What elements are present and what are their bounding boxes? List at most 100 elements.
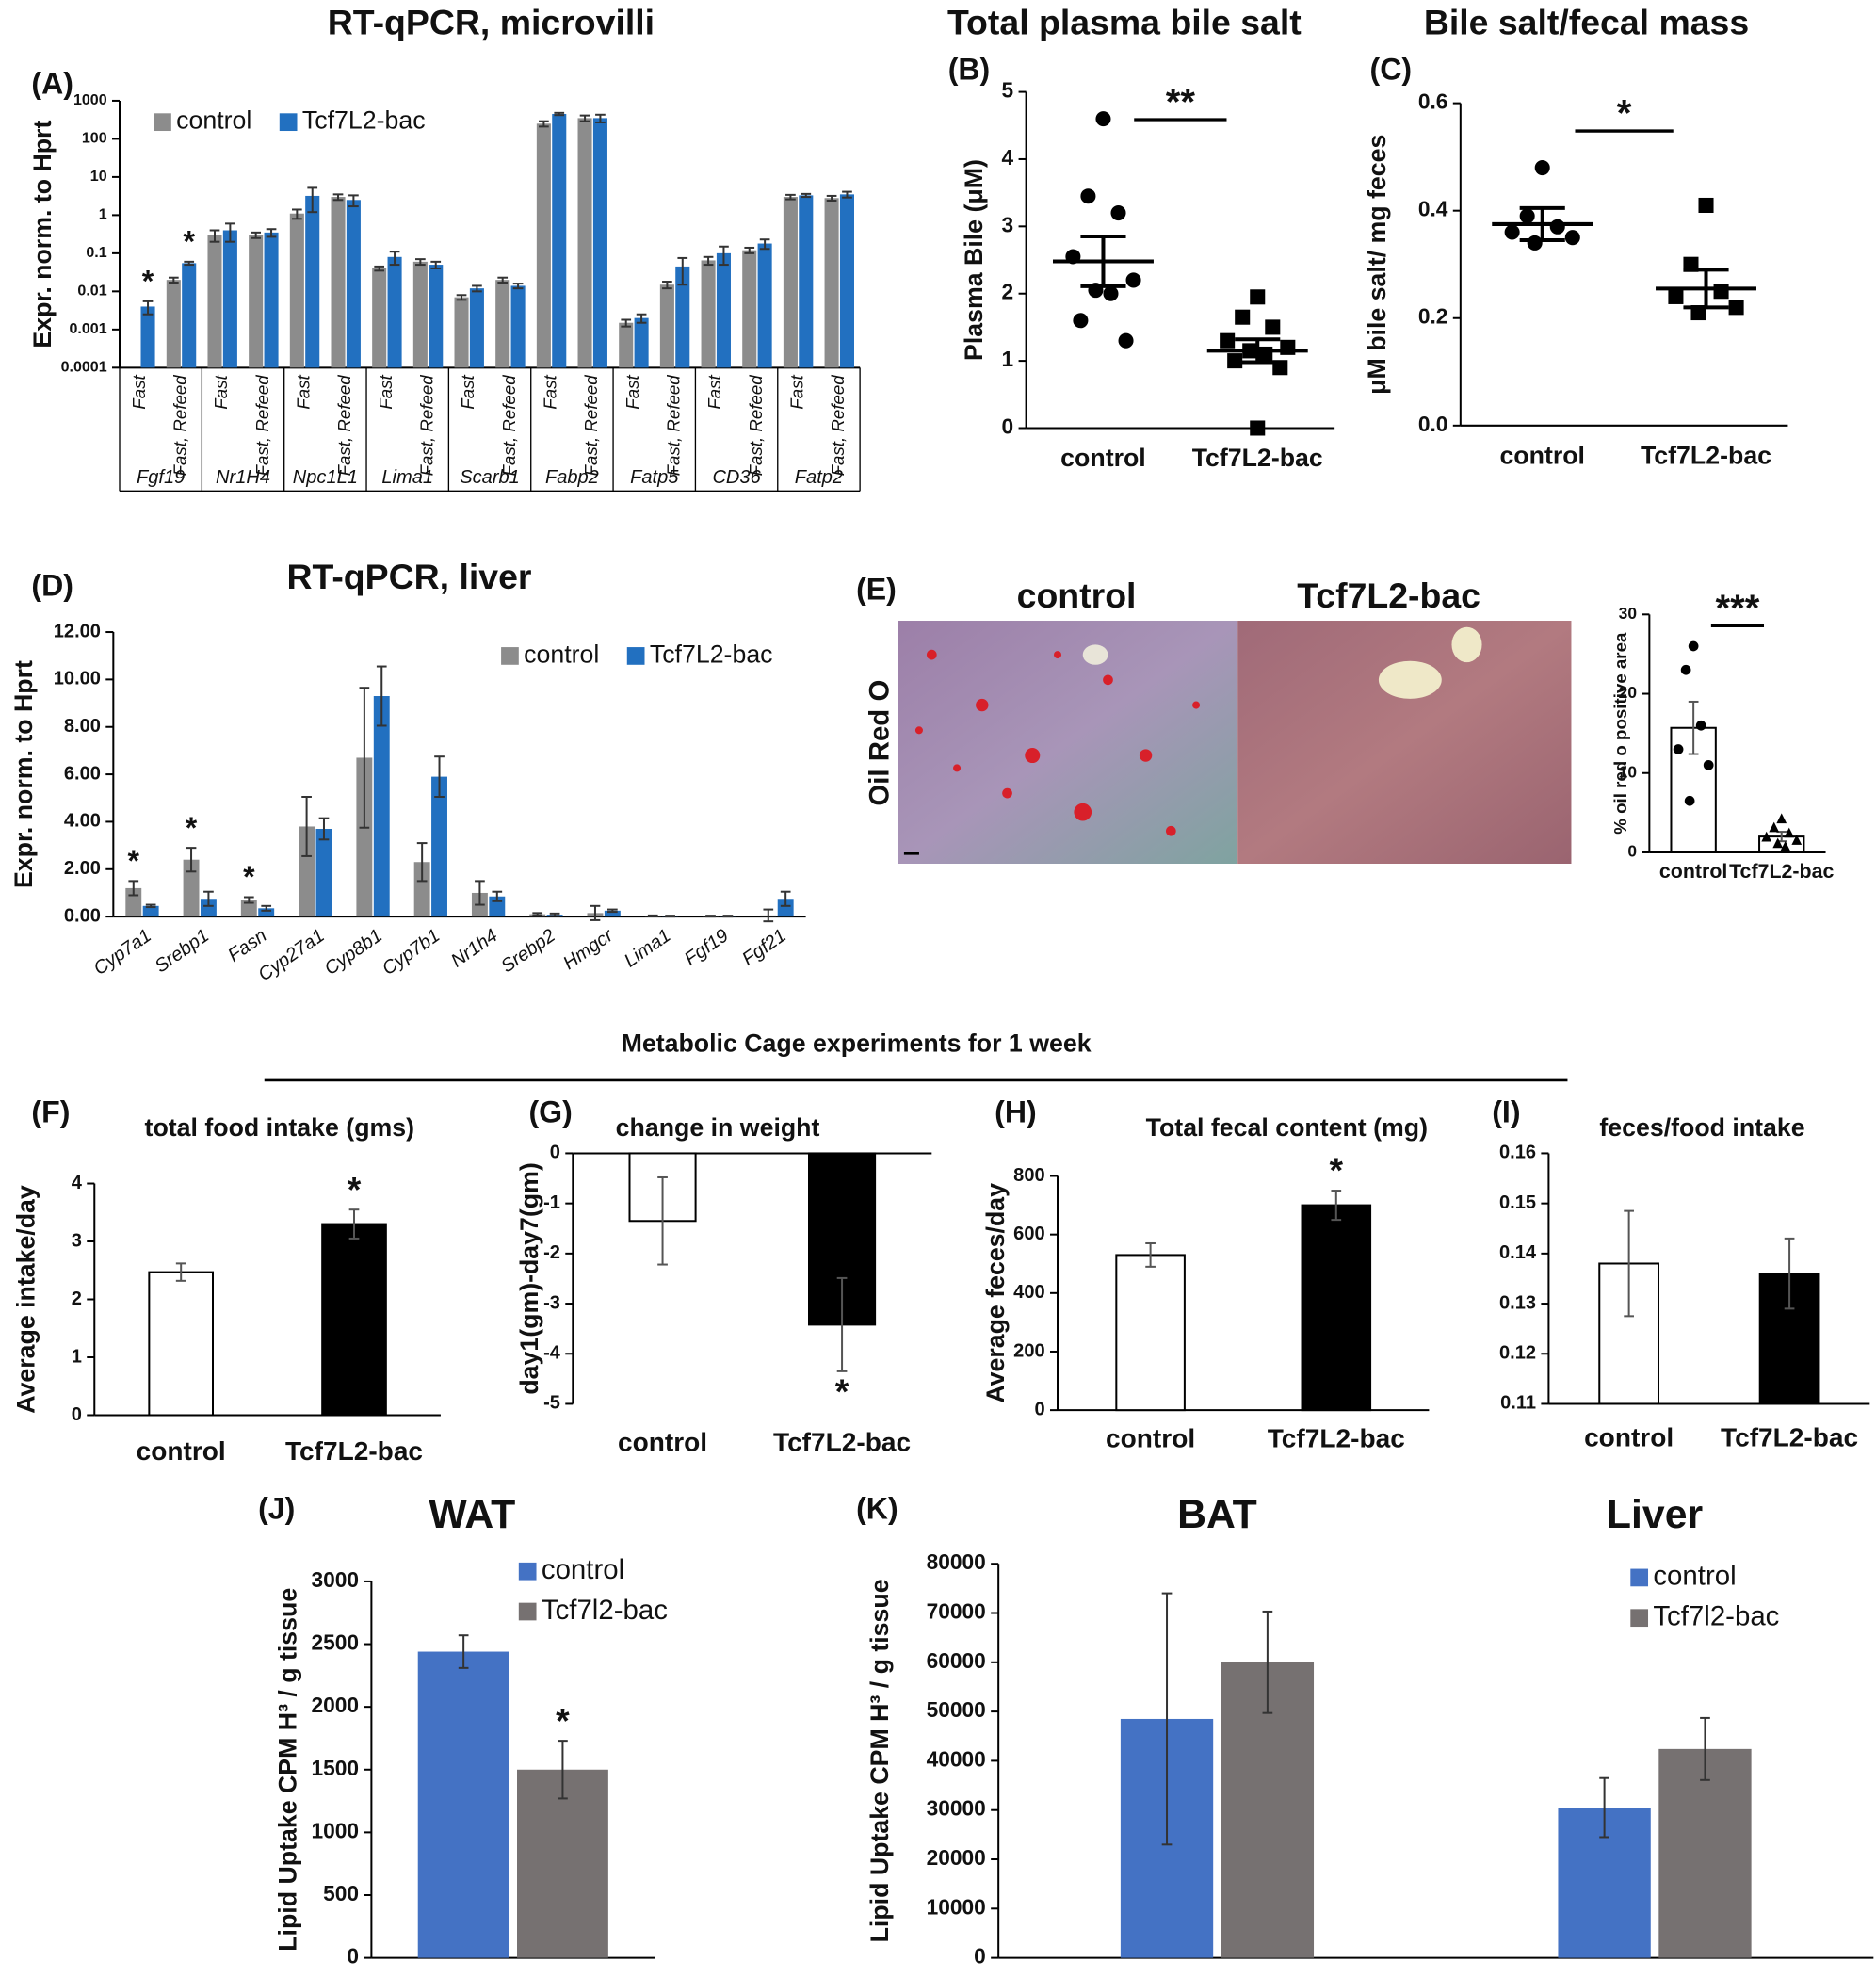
y-tick-label: 10.00 xyxy=(54,669,101,689)
data-point xyxy=(1695,720,1706,731)
x-tick-label: Fast xyxy=(211,375,231,410)
bar xyxy=(413,862,430,917)
y-tick-label: 0.6 xyxy=(1418,89,1448,114)
y-axis-label: Expr. norm. to Hprt xyxy=(28,121,57,349)
bar xyxy=(148,1271,215,1417)
y-tick-label: 2000 xyxy=(311,1693,359,1717)
significance-label: * xyxy=(556,1700,570,1740)
y-axis-label: % oil red o positive area xyxy=(1610,632,1630,835)
x-tick-label: Nr1h4 xyxy=(447,925,501,971)
significance-label: * xyxy=(128,844,140,878)
bar xyxy=(454,297,469,368)
data-point xyxy=(1791,835,1803,845)
bar xyxy=(372,268,387,368)
y-tick-label: 50000 xyxy=(927,1697,986,1722)
group-label: Npc1L1 xyxy=(293,467,358,488)
bar xyxy=(240,900,257,917)
y-axis-label: Plasma Bile (μM) xyxy=(960,159,988,361)
micrograph-control xyxy=(898,621,1238,864)
x-tick-label: Fast, Refeed xyxy=(828,375,848,477)
x-tick-label: Srebp1 xyxy=(152,925,214,977)
chart-title: RT-qPCR, liver xyxy=(287,557,532,596)
x-tick-label: Fgf19 xyxy=(681,925,733,969)
group-label: Nr1H4 xyxy=(216,467,270,488)
y-tick-label: 10 xyxy=(1619,762,1637,781)
y-tick-label: 0.16 xyxy=(1499,1143,1536,1163)
data-point xyxy=(1095,111,1111,127)
y-tick-label: 1000 xyxy=(311,1818,359,1842)
y-tick-label: 8.00 xyxy=(64,716,101,737)
y-tick-label: 100 xyxy=(82,130,107,147)
bar xyxy=(315,828,332,917)
y-tick-label: 1 xyxy=(99,206,107,223)
y-tick-label: 4 xyxy=(72,1173,83,1193)
y-axis-label: Expr. norm. to Hprt xyxy=(9,660,38,888)
legend-swatch xyxy=(518,1562,537,1581)
data-point xyxy=(1280,339,1296,355)
x-tick-label: Lima1 xyxy=(621,925,674,971)
vessel xyxy=(1378,660,1442,699)
y-tick-label: 30000 xyxy=(927,1796,986,1821)
legend-label: Tcf7L2-bac xyxy=(302,106,426,135)
chart-title: Total plasma bile salt xyxy=(947,3,1302,42)
y-tick-label: 0 xyxy=(1627,842,1637,861)
y-tick-label: 0 xyxy=(1002,413,1014,438)
y-tick-label: 80000 xyxy=(927,1549,986,1574)
y-tick-label: 0.01 xyxy=(77,283,106,300)
bar xyxy=(356,757,373,917)
panel-label: (A) xyxy=(31,66,73,100)
legend-label: control xyxy=(176,106,251,135)
x-tick-label: Fast xyxy=(787,375,807,410)
y-tick-label: 0.11 xyxy=(1500,1393,1536,1414)
y-tick-label: 0.2 xyxy=(1418,304,1448,329)
data-point xyxy=(1698,197,1714,213)
x-tick-label: Fast xyxy=(376,375,396,410)
x-tick-label: Tcf7L2-bac xyxy=(285,1436,423,1466)
y-tick-label: 0.15 xyxy=(1499,1192,1536,1213)
bar xyxy=(777,899,794,917)
bar xyxy=(299,826,315,917)
image-title: Tcf7L2-bac xyxy=(1297,576,1480,615)
significance-label: * xyxy=(1617,93,1632,135)
x-tick-label: Tcf7L2-bac xyxy=(1729,860,1834,883)
group-label: Fgf19 xyxy=(137,467,185,488)
stain-label: Oil Red O xyxy=(865,680,896,806)
category-title: BAT xyxy=(1177,1492,1257,1537)
bar xyxy=(659,284,674,368)
y-tick-label: 0 xyxy=(72,1404,82,1425)
y-tick-label: 0 xyxy=(1034,1399,1044,1419)
bar xyxy=(536,123,551,368)
y-tick-label: 1 xyxy=(72,1346,82,1367)
bar xyxy=(387,256,402,368)
bar xyxy=(757,243,772,368)
bar xyxy=(495,280,510,368)
y-tick-label: 0.0001 xyxy=(61,359,107,376)
y-tick-label: 1000 xyxy=(73,91,107,108)
y-tick-label: 2 xyxy=(72,1289,82,1309)
panel-label: (E) xyxy=(856,573,897,607)
y-tick-label: 0.13 xyxy=(1499,1292,1536,1313)
legend-swatch xyxy=(154,113,171,132)
bar xyxy=(417,1651,509,1958)
data-point xyxy=(1073,313,1089,329)
data-point xyxy=(1519,208,1535,224)
x-tick-label: control xyxy=(618,1428,707,1457)
group-label: Scarb1 xyxy=(460,467,520,488)
micrographs xyxy=(898,621,1572,864)
data-point xyxy=(1772,837,1784,849)
chart-title: change in weight xyxy=(616,1113,820,1142)
panel-label: (G) xyxy=(529,1094,573,1128)
chart-title: total food intake (gms) xyxy=(145,1113,415,1142)
bar xyxy=(799,195,814,368)
y-tick-label: 0 xyxy=(550,1143,560,1163)
x-tick-label: Cyp27a1 xyxy=(254,925,328,985)
x-tick-label: Tcf7L2-bac xyxy=(1192,444,1323,472)
x-tick-label: Fast xyxy=(293,375,313,410)
bar xyxy=(839,194,854,368)
y-tick-label: -3 xyxy=(543,1292,560,1313)
data-point xyxy=(1110,205,1126,221)
x-tick-label: Fast, Refeed xyxy=(416,375,436,477)
bar xyxy=(373,696,390,917)
x-tick-label: Fasn xyxy=(224,925,270,966)
bar xyxy=(592,118,607,368)
